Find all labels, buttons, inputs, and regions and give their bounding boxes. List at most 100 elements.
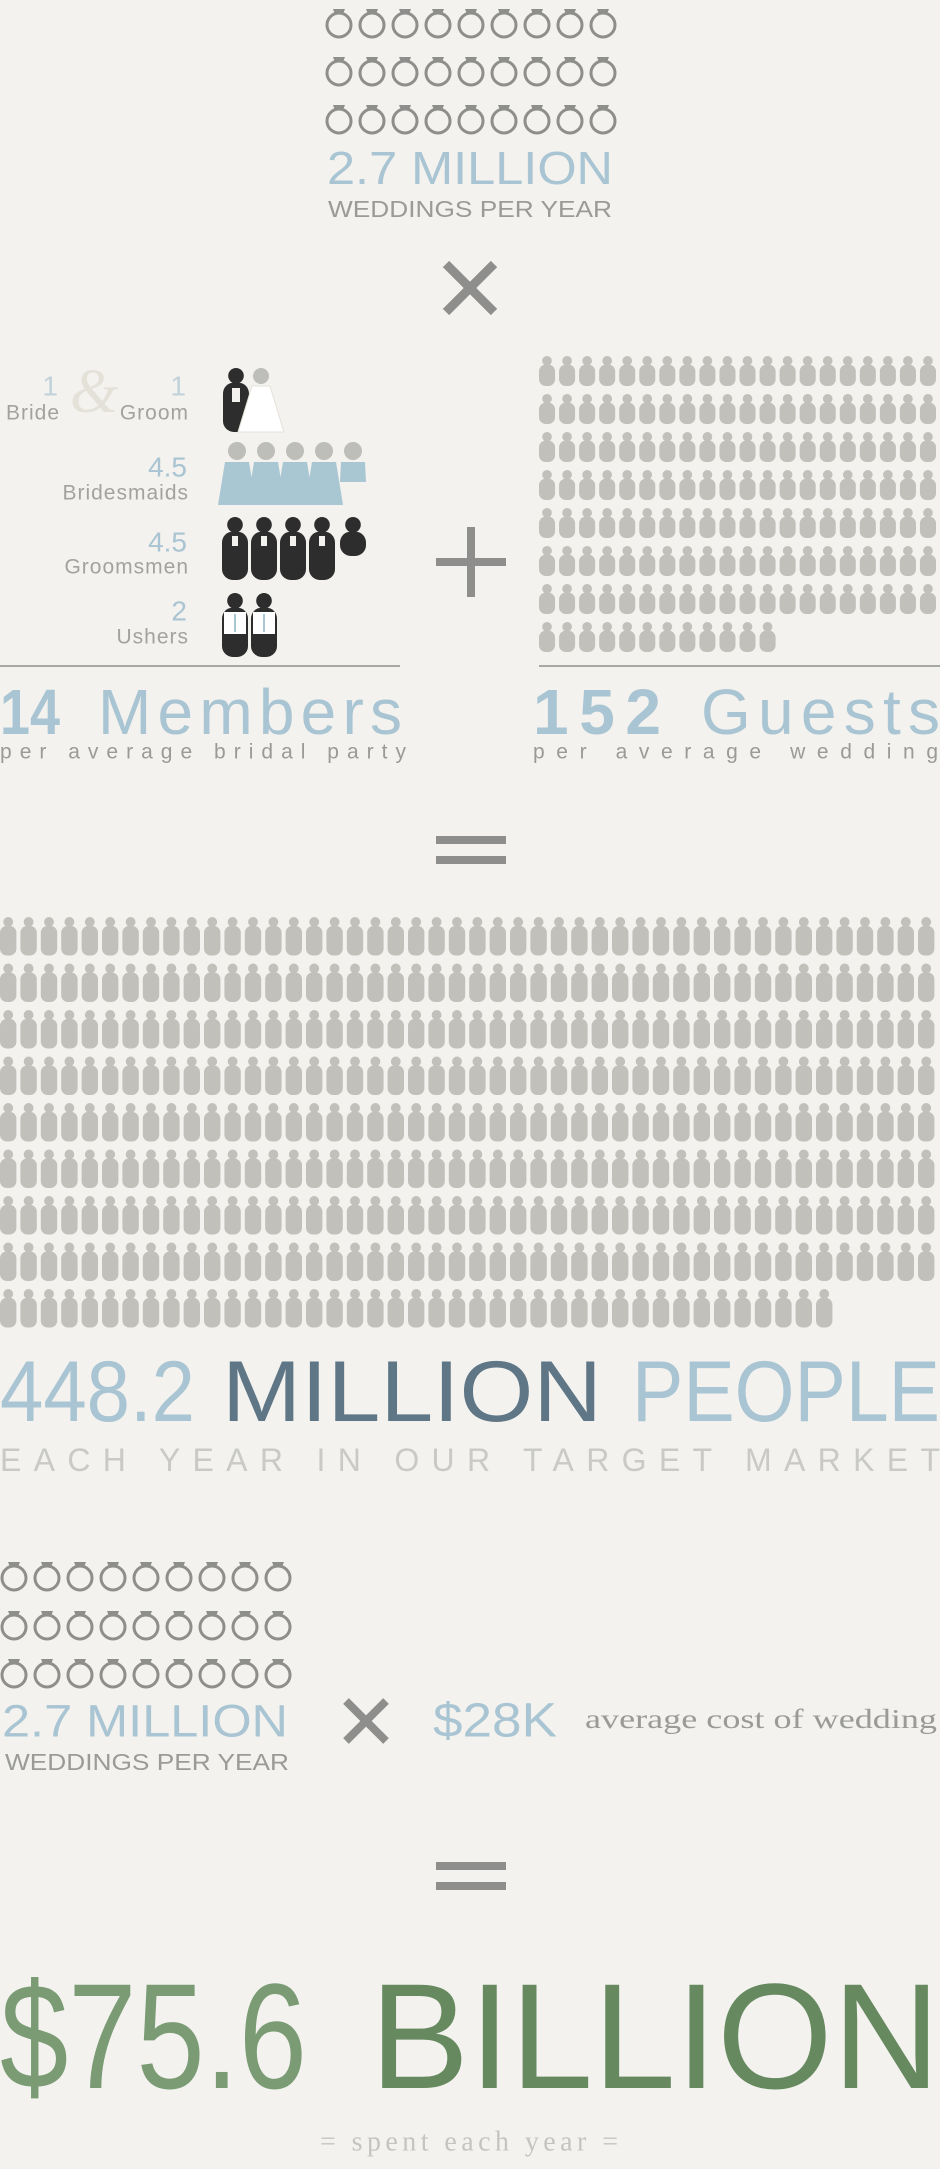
head: [737, 1056, 748, 1067]
head: [682, 584, 693, 594]
guest-icon: [142, 1289, 160, 1328]
body: [306, 1251, 323, 1281]
body: [693, 972, 710, 1002]
head: [329, 917, 340, 927]
guest-icon: [673, 1242, 690, 1281]
ring-stone: [272, 1562, 284, 1567]
head: [329, 1010, 340, 1020]
guest-icon: [836, 1242, 853, 1281]
ring-icon: [391, 9, 419, 39]
body: [879, 364, 896, 386]
head: [268, 1149, 279, 1160]
guest-icon: [659, 356, 676, 386]
guest-icon: [775, 917, 792, 956]
body: [224, 1158, 241, 1188]
body: [142, 1065, 160, 1095]
body: [619, 478, 636, 500]
guest-icon: [819, 356, 836, 386]
head: [492, 963, 503, 974]
guest-icon: [919, 432, 936, 462]
body: [122, 1065, 139, 1095]
head: [533, 1056, 544, 1067]
body: [559, 554, 576, 576]
body: [163, 1018, 180, 1049]
head: [622, 584, 633, 594]
head: [329, 1056, 340, 1067]
guest-icon: [632, 1056, 649, 1095]
guest-icon: [20, 1289, 37, 1328]
head: [582, 394, 592, 404]
guest-icon: [306, 1242, 323, 1281]
ring-icon: [589, 57, 617, 87]
body: [659, 402, 676, 424]
guest-icon: [779, 394, 796, 424]
head: [390, 1056, 401, 1067]
head: [3, 917, 14, 927]
head: [370, 1103, 381, 1113]
body: [367, 1111, 384, 1142]
guest-icon: [102, 917, 119, 956]
head: [802, 584, 813, 594]
head: [227, 963, 238, 974]
body: [102, 972, 119, 1002]
guest-icon: [387, 1196, 404, 1235]
members-unit: Members: [98, 676, 402, 748]
body: [224, 1251, 241, 1281]
head: [248, 1196, 258, 1206]
head: [431, 1056, 442, 1067]
body: [306, 1018, 323, 1049]
guest-icon: [859, 394, 876, 424]
body: [775, 1111, 792, 1142]
ring-icon: [523, 57, 551, 87]
head: [350, 917, 360, 927]
guest-icon: [539, 470, 556, 500]
head: [492, 1010, 503, 1020]
body: [530, 1204, 547, 1235]
head: [390, 1010, 401, 1020]
body: [579, 440, 596, 462]
body: [510, 1111, 527, 1142]
body: [659, 364, 676, 386]
ring-stone: [140, 1611, 152, 1616]
guest-icon: [387, 1103, 404, 1142]
dress: [305, 462, 343, 505]
guest-icon: [759, 508, 776, 538]
ring-icon: [264, 1659, 292, 1689]
guest-icon: [428, 963, 445, 1002]
guest-icon: [599, 546, 616, 576]
head: [84, 963, 95, 974]
head: [635, 1289, 646, 1299]
head: [186, 1149, 197, 1160]
body: [0, 1018, 17, 1049]
body: [306, 1297, 323, 1328]
head: [696, 1010, 707, 1020]
body: [799, 554, 816, 576]
guest-icon: [714, 1149, 731, 1188]
head: [622, 508, 633, 518]
body: [510, 1251, 527, 1281]
body: [579, 516, 596, 538]
head: [562, 432, 572, 442]
body: [550, 925, 568, 956]
body: [819, 440, 836, 462]
body: [408, 1158, 425, 1188]
head: [642, 508, 653, 518]
body: [759, 440, 776, 462]
guest-icon: [408, 1056, 425, 1095]
head: [839, 1149, 850, 1160]
guest-icon: [469, 1289, 486, 1328]
body: [408, 972, 425, 1002]
head: [676, 1010, 687, 1020]
ring-stone: [366, 9, 378, 14]
body: [673, 1158, 690, 1188]
guest-icon: [326, 1149, 343, 1188]
ring-stone: [333, 9, 345, 14]
guest-icon: [579, 470, 596, 500]
bride-label: Bride: [6, 402, 60, 425]
bridesmaids-count: 4.5: [148, 452, 187, 483]
body: [204, 1158, 221, 1188]
head: [452, 1196, 462, 1206]
guest-icon: [859, 432, 876, 462]
guest-icon: [559, 546, 576, 576]
head: [839, 1010, 850, 1020]
